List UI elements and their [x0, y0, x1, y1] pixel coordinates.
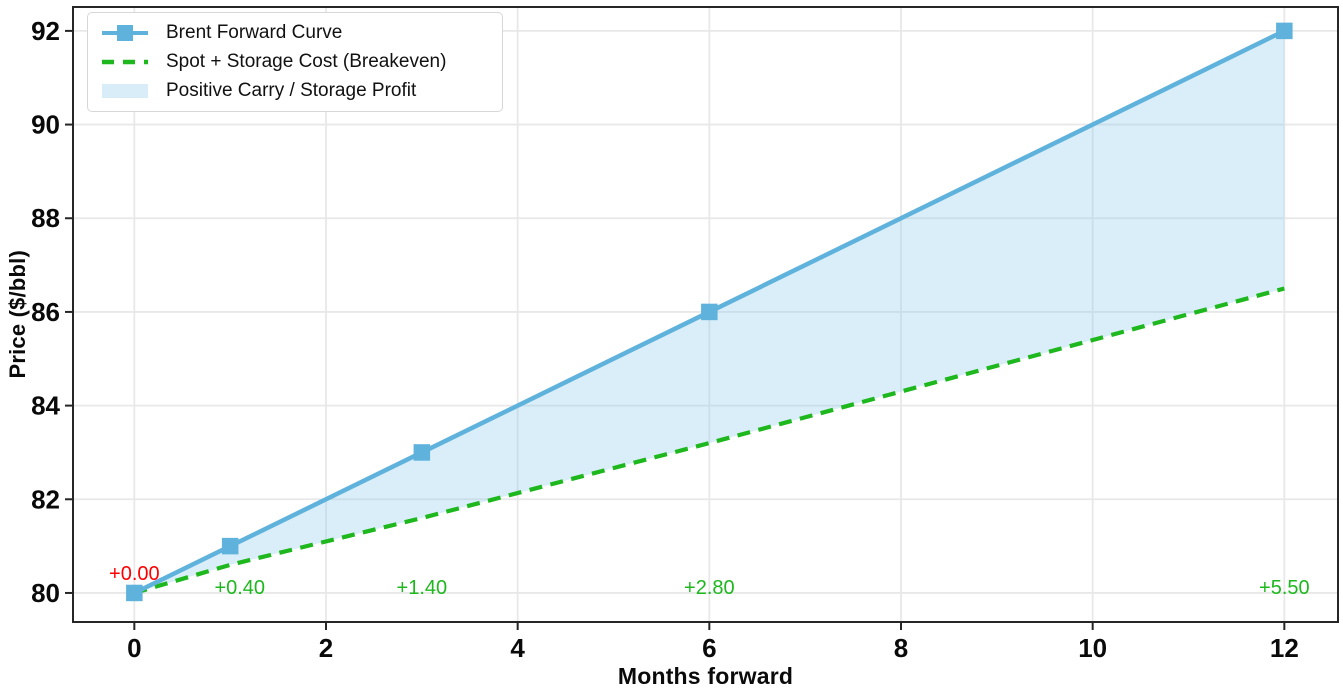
svg-text:+0.40: +0.40 — [214, 577, 265, 599]
svg-text:92: 92 — [31, 16, 60, 46]
legend-item-forward-curve: Brent Forward Curve — [102, 20, 488, 46]
svg-text:+2.80: +2.80 — [684, 577, 735, 599]
svg-text:4: 4 — [510, 633, 525, 663]
legend-label-positive-carry: Positive Carry / Storage Profit — [166, 80, 417, 101]
svg-text:80: 80 — [31, 578, 60, 608]
svg-text:86: 86 — [31, 297, 60, 327]
y-axis-label-text: Price ($/bbl) — [5, 250, 30, 379]
svg-text:6: 6 — [702, 633, 716, 663]
legend: Brent Forward Curve Spot + Storage Cost … — [87, 12, 503, 112]
y-axis-label: Price ($/bbl) — [0, 7, 36, 622]
svg-text:0: 0 — [127, 633, 141, 663]
svg-text:10: 10 — [1078, 633, 1107, 663]
svg-text:82: 82 — [31, 484, 60, 514]
svg-text:84: 84 — [31, 391, 60, 421]
svg-text:12: 12 — [1270, 633, 1299, 663]
legend-item-positive-carry: Positive Carry / Storage Profit — [102, 78, 488, 104]
legend-item-breakeven: Spot + Storage Cost (Breakeven) — [102, 49, 488, 75]
legend-label-forward-curve: Brent Forward Curve — [166, 22, 343, 43]
svg-text:+0.00: +0.00 — [109, 563, 160, 585]
x-axis-label: Months forward — [617, 663, 794, 689]
svg-text:2: 2 — [319, 633, 333, 663]
positive-carry-patch-icon — [102, 82, 148, 100]
svg-text:8: 8 — [894, 633, 908, 663]
legend-label-breakeven: Spot + Storage Cost (Breakeven) — [166, 51, 447, 72]
svg-text:+5.50: +5.50 — [1259, 577, 1310, 599]
breakeven-dashed-line-icon — [102, 53, 148, 71]
svg-text:88: 88 — [31, 203, 60, 233]
svg-text:+1.40: +1.40 — [397, 577, 448, 599]
forward-curve-line-icon — [102, 24, 148, 42]
svg-text:90: 90 — [31, 110, 60, 140]
